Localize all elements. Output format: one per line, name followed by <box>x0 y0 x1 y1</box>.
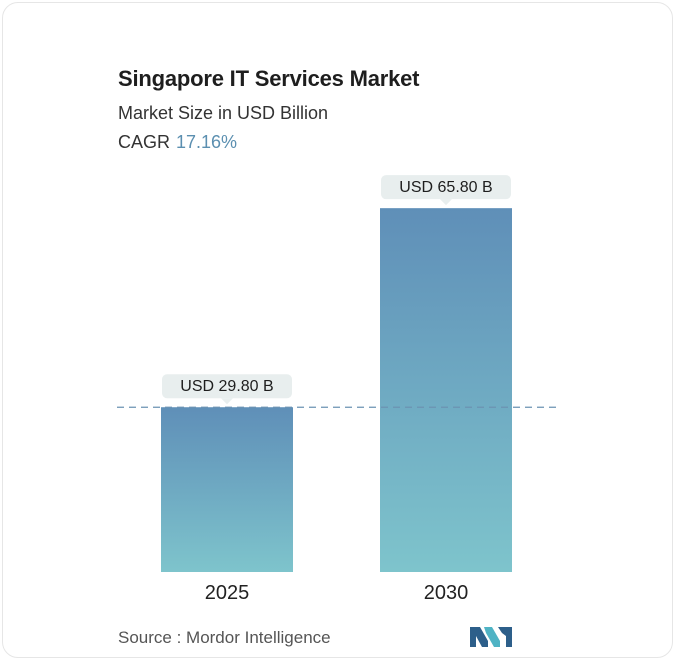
mordor-intelligence-logo-icon <box>470 627 512 647</box>
data-label-pill-2025: USD 29.80 B <box>162 374 292 405</box>
logo-right-shape <box>498 627 512 647</box>
cagr-value: 17.16% <box>176 132 238 152</box>
x-tick-label: 2025 <box>205 582 250 604</box>
data-label-pill-2030: USD 65.80 B <box>381 175 511 206</box>
source-credit: Source : Mordor Intelligence <box>118 628 331 647</box>
chart-subtitle: Market Size in USD Billion <box>118 103 329 123</box>
data-label-background <box>381 175 511 200</box>
x-tick-label: 2030 <box>424 582 469 604</box>
data-label: USD 29.80 B <box>180 378 273 395</box>
data-label-background <box>162 374 292 399</box>
data-label: USD 65.80 B <box>399 179 492 196</box>
data-label-pointer <box>440 199 452 206</box>
logo-left-shape <box>470 627 488 647</box>
cagr-label: CAGR <box>118 132 171 152</box>
chart-card <box>2 2 673 658</box>
logo-middle-shape <box>484 627 500 647</box>
bar-2025 <box>161 407 293 572</box>
chart-title: Singapore IT Services Market <box>118 66 420 91</box>
bar-2030 <box>380 208 512 572</box>
data-label-pointer <box>221 398 233 405</box>
cagr-line: CAGR 17.16% <box>118 132 237 153</box>
